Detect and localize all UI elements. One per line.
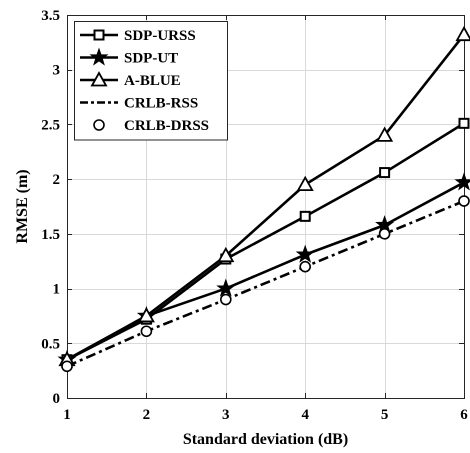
legend-label: CRLB-RSS [124, 96, 198, 112]
legend-marker [90, 71, 108, 87]
legend-item: CRLB-RSS [80, 96, 198, 112]
legend: SDP-URSS SDP-UT A-BLUE CRLB-RSS CRLB-DRSS [74, 21, 228, 141]
data-point [140, 325, 153, 338]
legend-item: SDP-URSS [80, 28, 196, 44]
legend-marker [93, 29, 105, 41]
data-point [217, 246, 235, 263]
x-tick-label: 6 [460, 407, 468, 423]
series-sdp-ut [57, 172, 470, 368]
series-line [66, 122, 465, 361]
series-line [66, 199, 465, 368]
data-point [216, 278, 236, 297]
data-point [454, 172, 470, 191]
legend-marker [89, 47, 109, 66]
tick-labels: 1 2 3 4 5 6 0 0.5 1 1.5 2 2.5 3 3.5 [41, 8, 468, 423]
y-axis-title: RMSE (m) [14, 169, 31, 243]
x-tick-label: 3 [222, 407, 230, 423]
data-point [458, 117, 470, 129]
data-point [455, 25, 470, 42]
y-tick-label: 2.5 [41, 117, 60, 133]
data-point [296, 175, 314, 192]
x-tick-label: 1 [63, 407, 71, 423]
legend-item: SDP-UT [80, 47, 178, 67]
data-point [299, 210, 311, 222]
legend-label: SDP-URSS [124, 28, 196, 44]
data-point [378, 228, 391, 240]
data-point [220, 293, 232, 306]
x-tick-label: 4 [301, 407, 309, 423]
legend-marker [93, 119, 105, 131]
data-point [379, 167, 391, 179]
plot-frame [67, 15, 465, 399]
legend-item: CRLB-DRSS [93, 118, 209, 134]
y-tick-label: 0.5 [41, 336, 60, 352]
legend-label: A-BLUE [124, 73, 181, 89]
data-point [61, 360, 73, 373]
legend-item: A-BLUE [80, 71, 181, 89]
series-crlb-rss [66, 199, 465, 368]
x-tick-label: 5 [381, 407, 389, 423]
data-point [299, 260, 312, 273]
series-line [66, 181, 465, 361]
y-tick-label: 3 [53, 63, 61, 79]
data-point [458, 195, 470, 207]
series-line [66, 33, 466, 361]
legend-label: CRLB-DRSS [124, 118, 209, 134]
legend-label: SDP-UT [124, 51, 178, 67]
y-tick-label: 1 [53, 282, 61, 298]
data-point [376, 126, 394, 142]
x-tick-label: 2 [143, 407, 151, 423]
y-tick-label: 3.5 [41, 8, 60, 24]
x-axis-title: Standard deviation (dB) [183, 431, 348, 448]
series-layer [57, 25, 470, 373]
data-point [137, 307, 155, 323]
y-tick-label: 0 [53, 391, 61, 407]
y-tick-label: 1.5 [41, 227, 60, 243]
data-point [295, 244, 315, 263]
y-tick-label: 2 [53, 172, 61, 188]
series-crlb-drss [61, 195, 470, 373]
